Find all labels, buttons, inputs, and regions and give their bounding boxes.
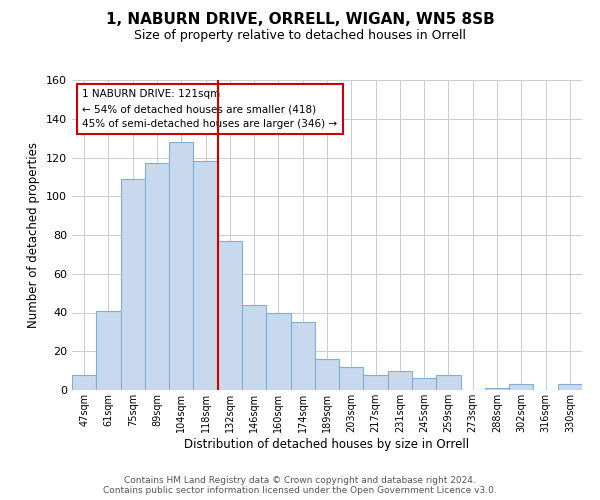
Bar <box>218 241 242 390</box>
Bar <box>266 312 290 390</box>
Bar <box>121 179 145 390</box>
Bar <box>145 164 169 390</box>
Bar <box>558 384 582 390</box>
Bar <box>169 142 193 390</box>
Bar <box>388 370 412 390</box>
Bar <box>485 388 509 390</box>
Text: Size of property relative to detached houses in Orrell: Size of property relative to detached ho… <box>134 29 466 42</box>
Bar <box>290 322 315 390</box>
Bar <box>193 162 218 390</box>
Text: Contains HM Land Registry data © Crown copyright and database right 2024.
Contai: Contains HM Land Registry data © Crown c… <box>103 476 497 495</box>
Text: 1, NABURN DRIVE, ORRELL, WIGAN, WN5 8SB: 1, NABURN DRIVE, ORRELL, WIGAN, WN5 8SB <box>106 12 494 28</box>
Bar <box>509 384 533 390</box>
Text: 1 NABURN DRIVE: 121sqm
← 54% of detached houses are smaller (418)
45% of semi-de: 1 NABURN DRIVE: 121sqm ← 54% of detached… <box>82 90 337 129</box>
Y-axis label: Number of detached properties: Number of detached properties <box>28 142 40 328</box>
Bar <box>96 310 121 390</box>
Bar <box>436 374 461 390</box>
Bar <box>72 374 96 390</box>
Bar <box>364 374 388 390</box>
Bar <box>315 359 339 390</box>
Bar <box>339 367 364 390</box>
Bar <box>242 304 266 390</box>
Bar <box>412 378 436 390</box>
X-axis label: Distribution of detached houses by size in Orrell: Distribution of detached houses by size … <box>184 438 470 450</box>
